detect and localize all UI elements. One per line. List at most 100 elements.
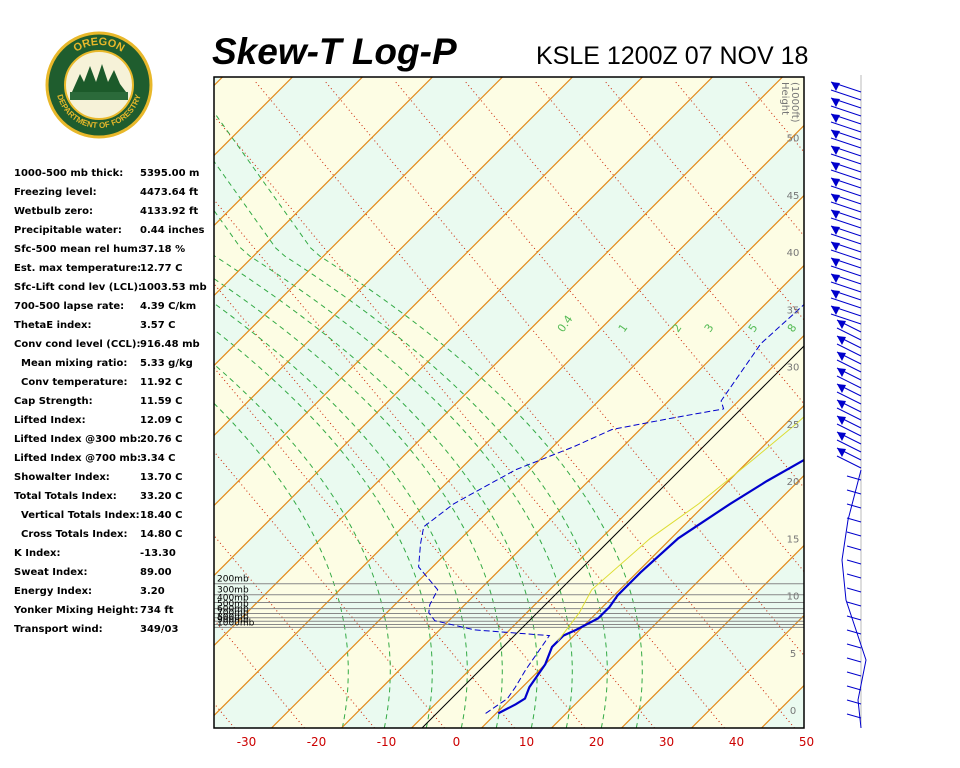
wind-pennant	[831, 258, 840, 267]
pressure-label: 800mb	[217, 612, 249, 622]
wind-barb	[830, 201, 862, 213]
isotherm	[621, 544, 804, 728]
stat-row: Wetbulb zero: 4133.92 ft	[14, 206, 219, 225]
isotherm	[411, 334, 804, 728]
stat-label: Cap Strength:	[14, 396, 93, 407]
stat-value: -13.30	[140, 548, 176, 559]
stat-value: 20.76 C	[140, 434, 183, 445]
wind-barb	[830, 121, 862, 133]
dry-adiabat	[814, 80, 960, 728]
wind-barb	[830, 249, 862, 261]
wind-barb	[846, 713, 862, 719]
stat-label: Precipitable water:	[14, 225, 122, 236]
stat-label: Wetbulb zero:	[14, 206, 93, 217]
wind-barb	[830, 89, 862, 101]
wind-barb	[846, 503, 862, 509]
stat-label: Yonker Mixing Height:	[14, 605, 139, 616]
isotherm	[832, 77, 960, 728]
wind-barb	[846, 559, 862, 565]
wind-barb	[836, 439, 862, 453]
wind-pennant	[837, 432, 846, 441]
wind-pennant	[831, 82, 840, 91]
wind-barb	[846, 629, 862, 635]
stat-value: 3.20	[140, 586, 165, 597]
wind-pennant	[837, 384, 846, 393]
dry-adiabat	[214, 702, 235, 728]
wind-barb	[830, 297, 862, 309]
stat-value: 5395.00 m	[140, 168, 200, 179]
wind-pennant	[831, 226, 840, 235]
stat-value: 12.09 C	[140, 415, 183, 426]
stat-row: Freezing level: 4473.64 ft	[14, 187, 219, 206]
stat-label: Showalter Index:	[14, 472, 110, 483]
x-tick-label: -10	[377, 735, 397, 749]
height-axis-unit: (1000ft)	[789, 82, 800, 123]
wind-barb	[846, 475, 862, 481]
wind-barbs	[830, 81, 867, 729]
stat-value: 33.20 C	[140, 491, 183, 502]
moist-adiabat	[214, 363, 391, 728]
stat-value: 3.57 C	[140, 320, 176, 331]
moist-adiabat	[214, 302, 468, 728]
wind-barb	[836, 343, 862, 357]
x-tick-label: 0	[453, 735, 461, 749]
stat-label: Sfc-500 mean rel hum:	[14, 244, 142, 255]
height-tick-label: 50	[787, 134, 800, 145]
stat-row: Mean mixing ratio: 5.33 g/kg	[14, 358, 219, 377]
isotherm-band	[214, 77, 223, 86]
parcel-trace	[557, 416, 804, 642]
dry-adiabat	[954, 80, 960, 728]
dry-adiabat	[214, 282, 585, 728]
stat-label: 1000-500 mb thick:	[14, 168, 124, 179]
isotherm	[691, 614, 804, 728]
wind-barb	[830, 313, 862, 325]
plot-area	[214, 77, 960, 728]
low-level-wind-trace	[841, 469, 867, 729]
wind-barb	[836, 407, 862, 421]
oregon-forestry-logo: OREGON DEPARTMENT OF FORESTRY	[45, 31, 153, 139]
height-axis-title: Height	[779, 82, 790, 115]
stat-value: 734 ft	[140, 605, 174, 616]
dry-adiabat	[214, 366, 515, 728]
height-tick-label: 45	[787, 191, 800, 202]
height-tick-label: 30	[787, 363, 800, 374]
pressure-label: 400mb	[217, 594, 249, 604]
dry-adiabat	[323, 79, 804, 657]
pressure-label: 500mb	[217, 600, 249, 610]
wind-barb	[846, 517, 862, 523]
stat-row: ThetaE index: 3.57 C	[14, 320, 219, 339]
wind-barb	[836, 423, 862, 437]
dry-adiabat	[214, 199, 655, 728]
wind-barb	[846, 699, 862, 705]
stat-row: Lifted Index @300 mb: 20.76 C	[14, 434, 219, 453]
station-time-label: KSLE 1200Z 07 NOV 18	[536, 42, 809, 70]
stat-row: K Index: -13.30	[14, 548, 219, 567]
isotherm	[214, 77, 503, 367]
x-tick-label: 20	[589, 735, 604, 749]
wind-barb	[846, 489, 862, 495]
moist-adiabat	[214, 209, 573, 728]
stat-value: 11.59 C	[140, 396, 183, 407]
wind-pennant	[837, 352, 846, 361]
stat-row: Cap Strength: 11.59 C	[14, 396, 219, 415]
stat-label: 700-500 lapse rate:	[14, 301, 125, 312]
height-tick-label: 25	[787, 420, 800, 431]
wind-barb	[830, 265, 862, 277]
x-tick-label: 10	[519, 735, 534, 749]
wind-barb	[830, 137, 862, 149]
wind-pennant	[831, 114, 840, 123]
stat-row: Lifted Index @700 mb: 3.34 C	[14, 453, 219, 472]
stat-value: 1003.53 mb	[140, 282, 207, 293]
pressure-label: 600mb	[217, 605, 249, 615]
wind-pennant	[831, 162, 840, 171]
dry-adiabat	[214, 450, 445, 728]
wind-pennant	[837, 416, 846, 425]
stat-row: Yonker Mixing Height: 734 ft	[14, 605, 219, 624]
stat-label: Est. max temperature:	[14, 263, 142, 274]
isotherm	[271, 194, 804, 728]
moist-adiabat	[214, 111, 643, 728]
wind-barb	[846, 615, 862, 621]
stat-label: Mean mixing ratio:	[21, 358, 128, 369]
pressure-label: 300mb	[217, 586, 249, 596]
stat-value: 12.77 C	[140, 263, 183, 274]
